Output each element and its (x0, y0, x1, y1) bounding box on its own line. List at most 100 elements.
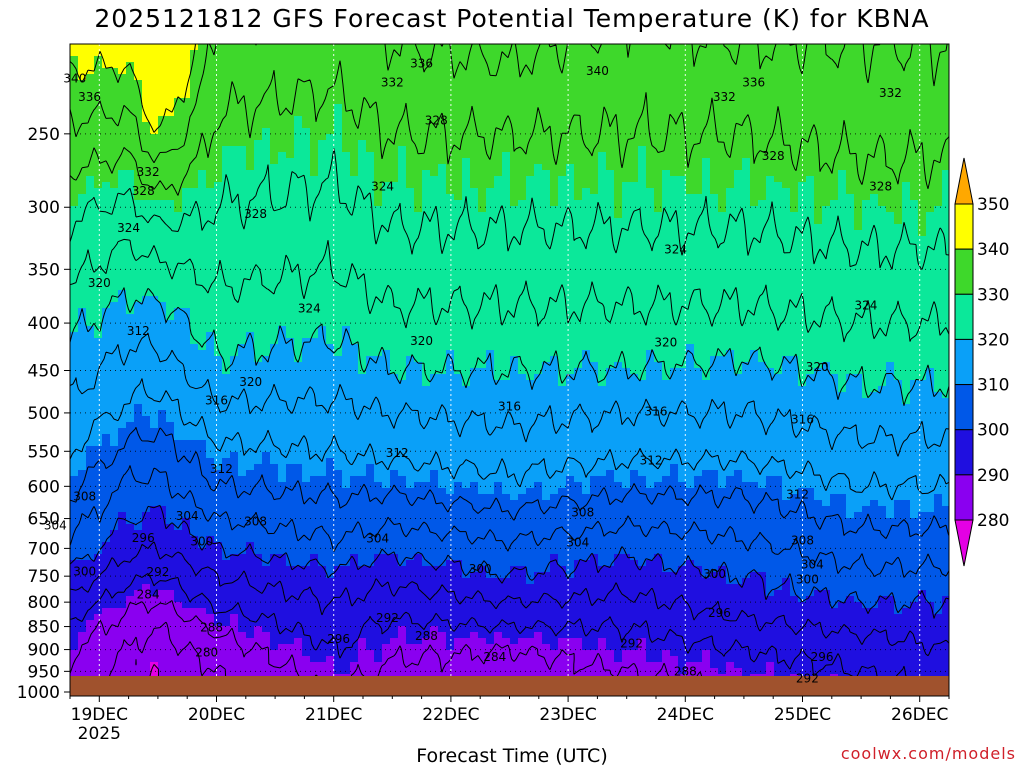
fill-cell (382, 248, 391, 255)
fill-cell (382, 200, 391, 207)
fill-cell (278, 212, 287, 219)
fill-cell (214, 98, 223, 105)
fill-cell (454, 98, 463, 105)
fill-cell (174, 44, 183, 51)
fill-cell (622, 200, 631, 207)
fill-cell (86, 104, 95, 111)
fill-cell (566, 134, 575, 141)
fill-cell (758, 164, 767, 171)
fill-cell (822, 260, 831, 267)
fill-cell (486, 80, 495, 87)
fill-cell (366, 278, 375, 285)
fill-cell (518, 170, 527, 177)
fill-cell (398, 236, 407, 243)
fill-cell (78, 188, 87, 195)
fill-cell (718, 158, 727, 165)
fill-cell (870, 194, 879, 201)
fill-cell (614, 116, 623, 123)
fill-cell (670, 308, 679, 315)
fill-cell (382, 68, 391, 75)
fill-cell (894, 260, 903, 267)
fill-cell (742, 170, 751, 177)
fill-cell (614, 80, 623, 87)
fill-cell (510, 278, 519, 285)
fill-cell (806, 50, 815, 57)
fill-cell (542, 290, 551, 297)
fill-cell (206, 164, 215, 171)
fill-cell (782, 212, 791, 219)
fill-cell (638, 56, 647, 63)
fill-cell (334, 92, 343, 99)
fill-cell (254, 146, 263, 153)
fill-cell (334, 194, 343, 201)
fill-cell (342, 62, 351, 69)
fill-cell (694, 98, 703, 105)
fill-cell (318, 284, 327, 291)
fill-cell (662, 182, 671, 189)
fill-cell (510, 176, 519, 183)
fill-cell (654, 278, 663, 285)
fill-cell (478, 164, 487, 171)
fill-cell (446, 98, 455, 105)
fill-cell (342, 146, 351, 153)
fill-cell (174, 86, 183, 93)
fill-cell (118, 176, 127, 183)
fill-cell (382, 230, 391, 237)
fill-cell (670, 44, 679, 51)
fill-cell (182, 146, 191, 153)
fill-cell (86, 188, 95, 195)
fill-cell (542, 74, 551, 81)
fill-cell (382, 290, 391, 297)
fill-cell (510, 266, 519, 273)
fill-cell (702, 278, 711, 285)
fill-cell (606, 188, 615, 195)
fill-cell (814, 212, 823, 219)
fill-cell (302, 164, 311, 171)
fill-cell (494, 98, 503, 105)
fill-cell (366, 110, 375, 117)
fill-cell (694, 104, 703, 111)
fill-cell (718, 62, 727, 69)
fill-cell (342, 98, 351, 105)
fill-cell (670, 206, 679, 213)
fill-cell (326, 218, 335, 225)
fill-cell (614, 68, 623, 75)
fill-cell (390, 194, 399, 201)
fill-cell (782, 200, 791, 207)
fill-cell (86, 230, 95, 237)
fill-cell (230, 266, 239, 273)
fill-cell (142, 302, 151, 309)
fill-cell (926, 152, 935, 159)
fill-cell (326, 68, 335, 75)
fill-cell (638, 296, 647, 303)
fill-cell (750, 290, 759, 297)
fill-cell (318, 56, 327, 63)
fill-cell (278, 182, 287, 189)
fill-cell (854, 248, 863, 255)
fill-cell (142, 158, 151, 165)
fill-cell (462, 242, 471, 249)
fill-cell (558, 164, 567, 171)
fill-cell (822, 152, 831, 159)
fill-cell (438, 302, 447, 309)
fill-cell (150, 116, 159, 123)
fill-cell (550, 236, 559, 243)
fill-cell (446, 188, 455, 195)
fill-cell (390, 242, 399, 249)
fill-cell (198, 92, 207, 99)
fill-cell (342, 182, 351, 189)
fill-cell (398, 188, 407, 195)
fill-cell (342, 248, 351, 255)
fill-cell (878, 62, 887, 69)
fill-cell (454, 134, 463, 141)
fill-cell (510, 218, 519, 225)
fill-cell (166, 86, 175, 93)
fill-cell (806, 272, 815, 279)
fill-cell (446, 170, 455, 177)
fill-cell (862, 170, 871, 177)
fill-cell (286, 68, 295, 75)
fill-cell (158, 92, 167, 99)
fill-cell (110, 188, 119, 195)
fill-cell (462, 56, 471, 63)
fill-cell (454, 224, 463, 231)
